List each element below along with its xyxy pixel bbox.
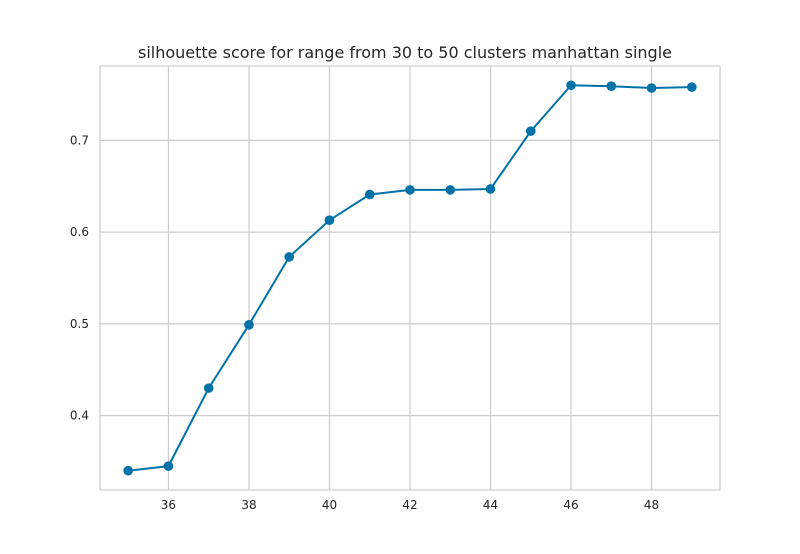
grid bbox=[100, 66, 720, 490]
x-tick-label: 44 bbox=[483, 498, 498, 512]
tick-labels: 36 38 40 42 44 46 48 0.4 0.5 0.6 0.7 bbox=[70, 133, 659, 512]
data-point bbox=[687, 82, 697, 92]
data-point bbox=[445, 185, 456, 195]
data-point bbox=[364, 189, 375, 200]
data-point bbox=[606, 81, 617, 91]
data-point bbox=[405, 185, 415, 195]
y-tick-label: 0.7 bbox=[70, 133, 89, 147]
x-tick-label: 46 bbox=[563, 498, 578, 512]
x-tick-label: 42 bbox=[402, 498, 417, 512]
data-point bbox=[566, 80, 576, 91]
y-tick-label: 0.5 bbox=[70, 317, 89, 331]
data-point bbox=[244, 320, 254, 330]
x-tick-label: 40 bbox=[322, 498, 337, 512]
data-point bbox=[284, 252, 295, 262]
data-point bbox=[123, 465, 133, 476]
x-tick-label: 36 bbox=[161, 498, 176, 512]
x-tick-label: 38 bbox=[241, 498, 256, 512]
data-point bbox=[324, 215, 335, 225]
y-tick-label: 0.6 bbox=[70, 225, 89, 239]
data-point bbox=[485, 184, 496, 194]
plot-frame bbox=[99, 65, 721, 491]
chart-title: silhouette score for range from 30 to 50… bbox=[138, 43, 672, 62]
data-point bbox=[203, 383, 214, 393]
y-tick-label: 0.4 bbox=[70, 409, 89, 423]
data-point bbox=[163, 461, 174, 471]
data-point bbox=[646, 83, 657, 93]
series bbox=[123, 80, 697, 476]
x-tick-label: 48 bbox=[644, 498, 659, 512]
data-point bbox=[525, 126, 536, 136]
